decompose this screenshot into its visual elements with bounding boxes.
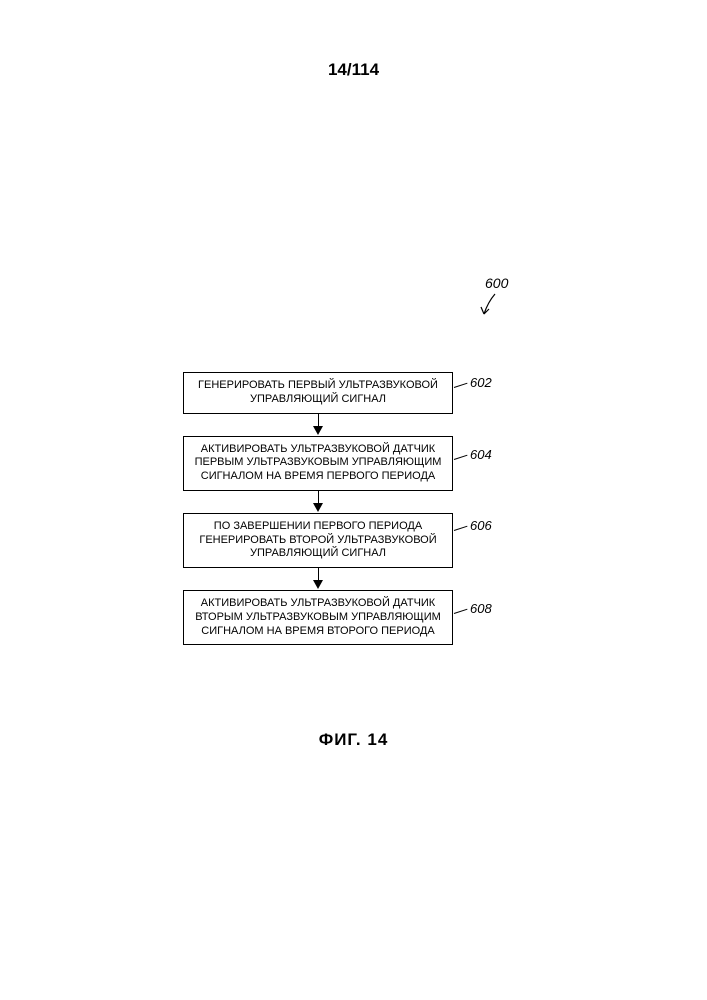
flow-step: АКТИВИРОВАТЬ УЛЬТРАЗВУКОВОЙ ДАТЧИК ПЕРВЫ… <box>183 436 453 491</box>
page: 14/114 600 ГЕНЕРИРОВАТЬ ПЕРВЫЙ УЛЬТРАЗВУ… <box>0 0 707 1000</box>
arrow-head-icon <box>313 426 323 435</box>
flow-step-text: АКТИВИРОВАТЬ УЛЬТРАЗВУКОВОЙ ДАТЧИК ПЕРВЫ… <box>195 443 442 483</box>
step-id-label: 604 <box>470 447 492 463</box>
figure-reference-label: 600 <box>485 275 508 291</box>
leader-line <box>454 454 468 459</box>
flow-step-text: ПО ЗАВЕРШЕНИИ ПЕРВОГО ПЕРИОДА ГЕНЕРИРОВА… <box>199 520 436 560</box>
flow-step: АКТИВИРОВАТЬ УЛЬТРАЗВУКОВОЙ ДАТЧИК ВТОРЫ… <box>183 590 453 645</box>
step-id-label: 602 <box>470 375 492 391</box>
arrow-head-icon <box>313 580 323 589</box>
flowchart: ГЕНЕРИРОВАТЬ ПЕРВЫЙ УЛЬТРАЗВУКОВОЙ УПРАВ… <box>183 372 453 645</box>
flow-step-text: АКТИВИРОВАТЬ УЛЬТРАЗВУКОВОЙ ДАТЧИК ВТОРЫ… <box>195 597 441 637</box>
flow-arrow <box>183 414 453 436</box>
leader-line <box>454 383 468 388</box>
arrow-head-icon <box>313 503 323 512</box>
flow-step: ГЕНЕРИРОВАТЬ ПЕРВЫЙ УЛЬТРАЗВУКОВОЙ УПРАВ… <box>183 372 453 414</box>
flow-step-text: ГЕНЕРИРОВАТЬ ПЕРВЫЙ УЛЬТРАЗВУКОВОЙ УПРАВ… <box>198 379 438 405</box>
figure-reference-arrow-icon <box>480 292 500 320</box>
leader-line <box>454 525 468 530</box>
step-id-label: 606 <box>470 518 492 534</box>
flow-arrow <box>183 568 453 590</box>
figure-caption: ФИГ. 14 <box>0 730 707 750</box>
page-number: 14/114 <box>0 60 707 80</box>
leader-line <box>454 609 468 614</box>
flow-step: ПО ЗАВЕРШЕНИИ ПЕРВОГО ПЕРИОДА ГЕНЕРИРОВА… <box>183 513 453 568</box>
flow-arrow <box>183 491 453 513</box>
step-id-label: 608 <box>470 601 492 617</box>
